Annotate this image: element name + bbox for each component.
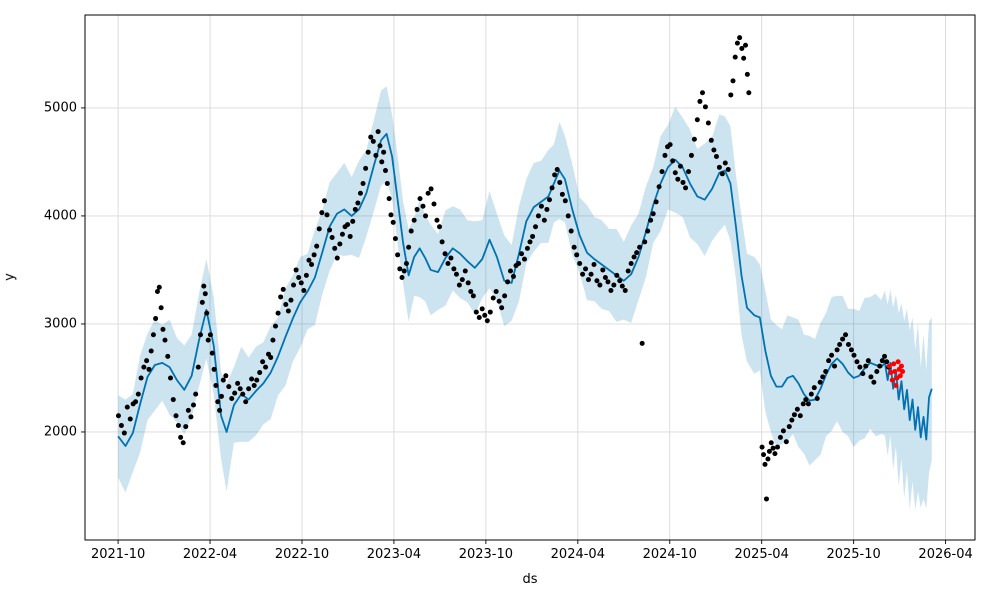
y-axis-label: y (2, 273, 18, 281)
x-axis-label: ds (522, 572, 538, 587)
